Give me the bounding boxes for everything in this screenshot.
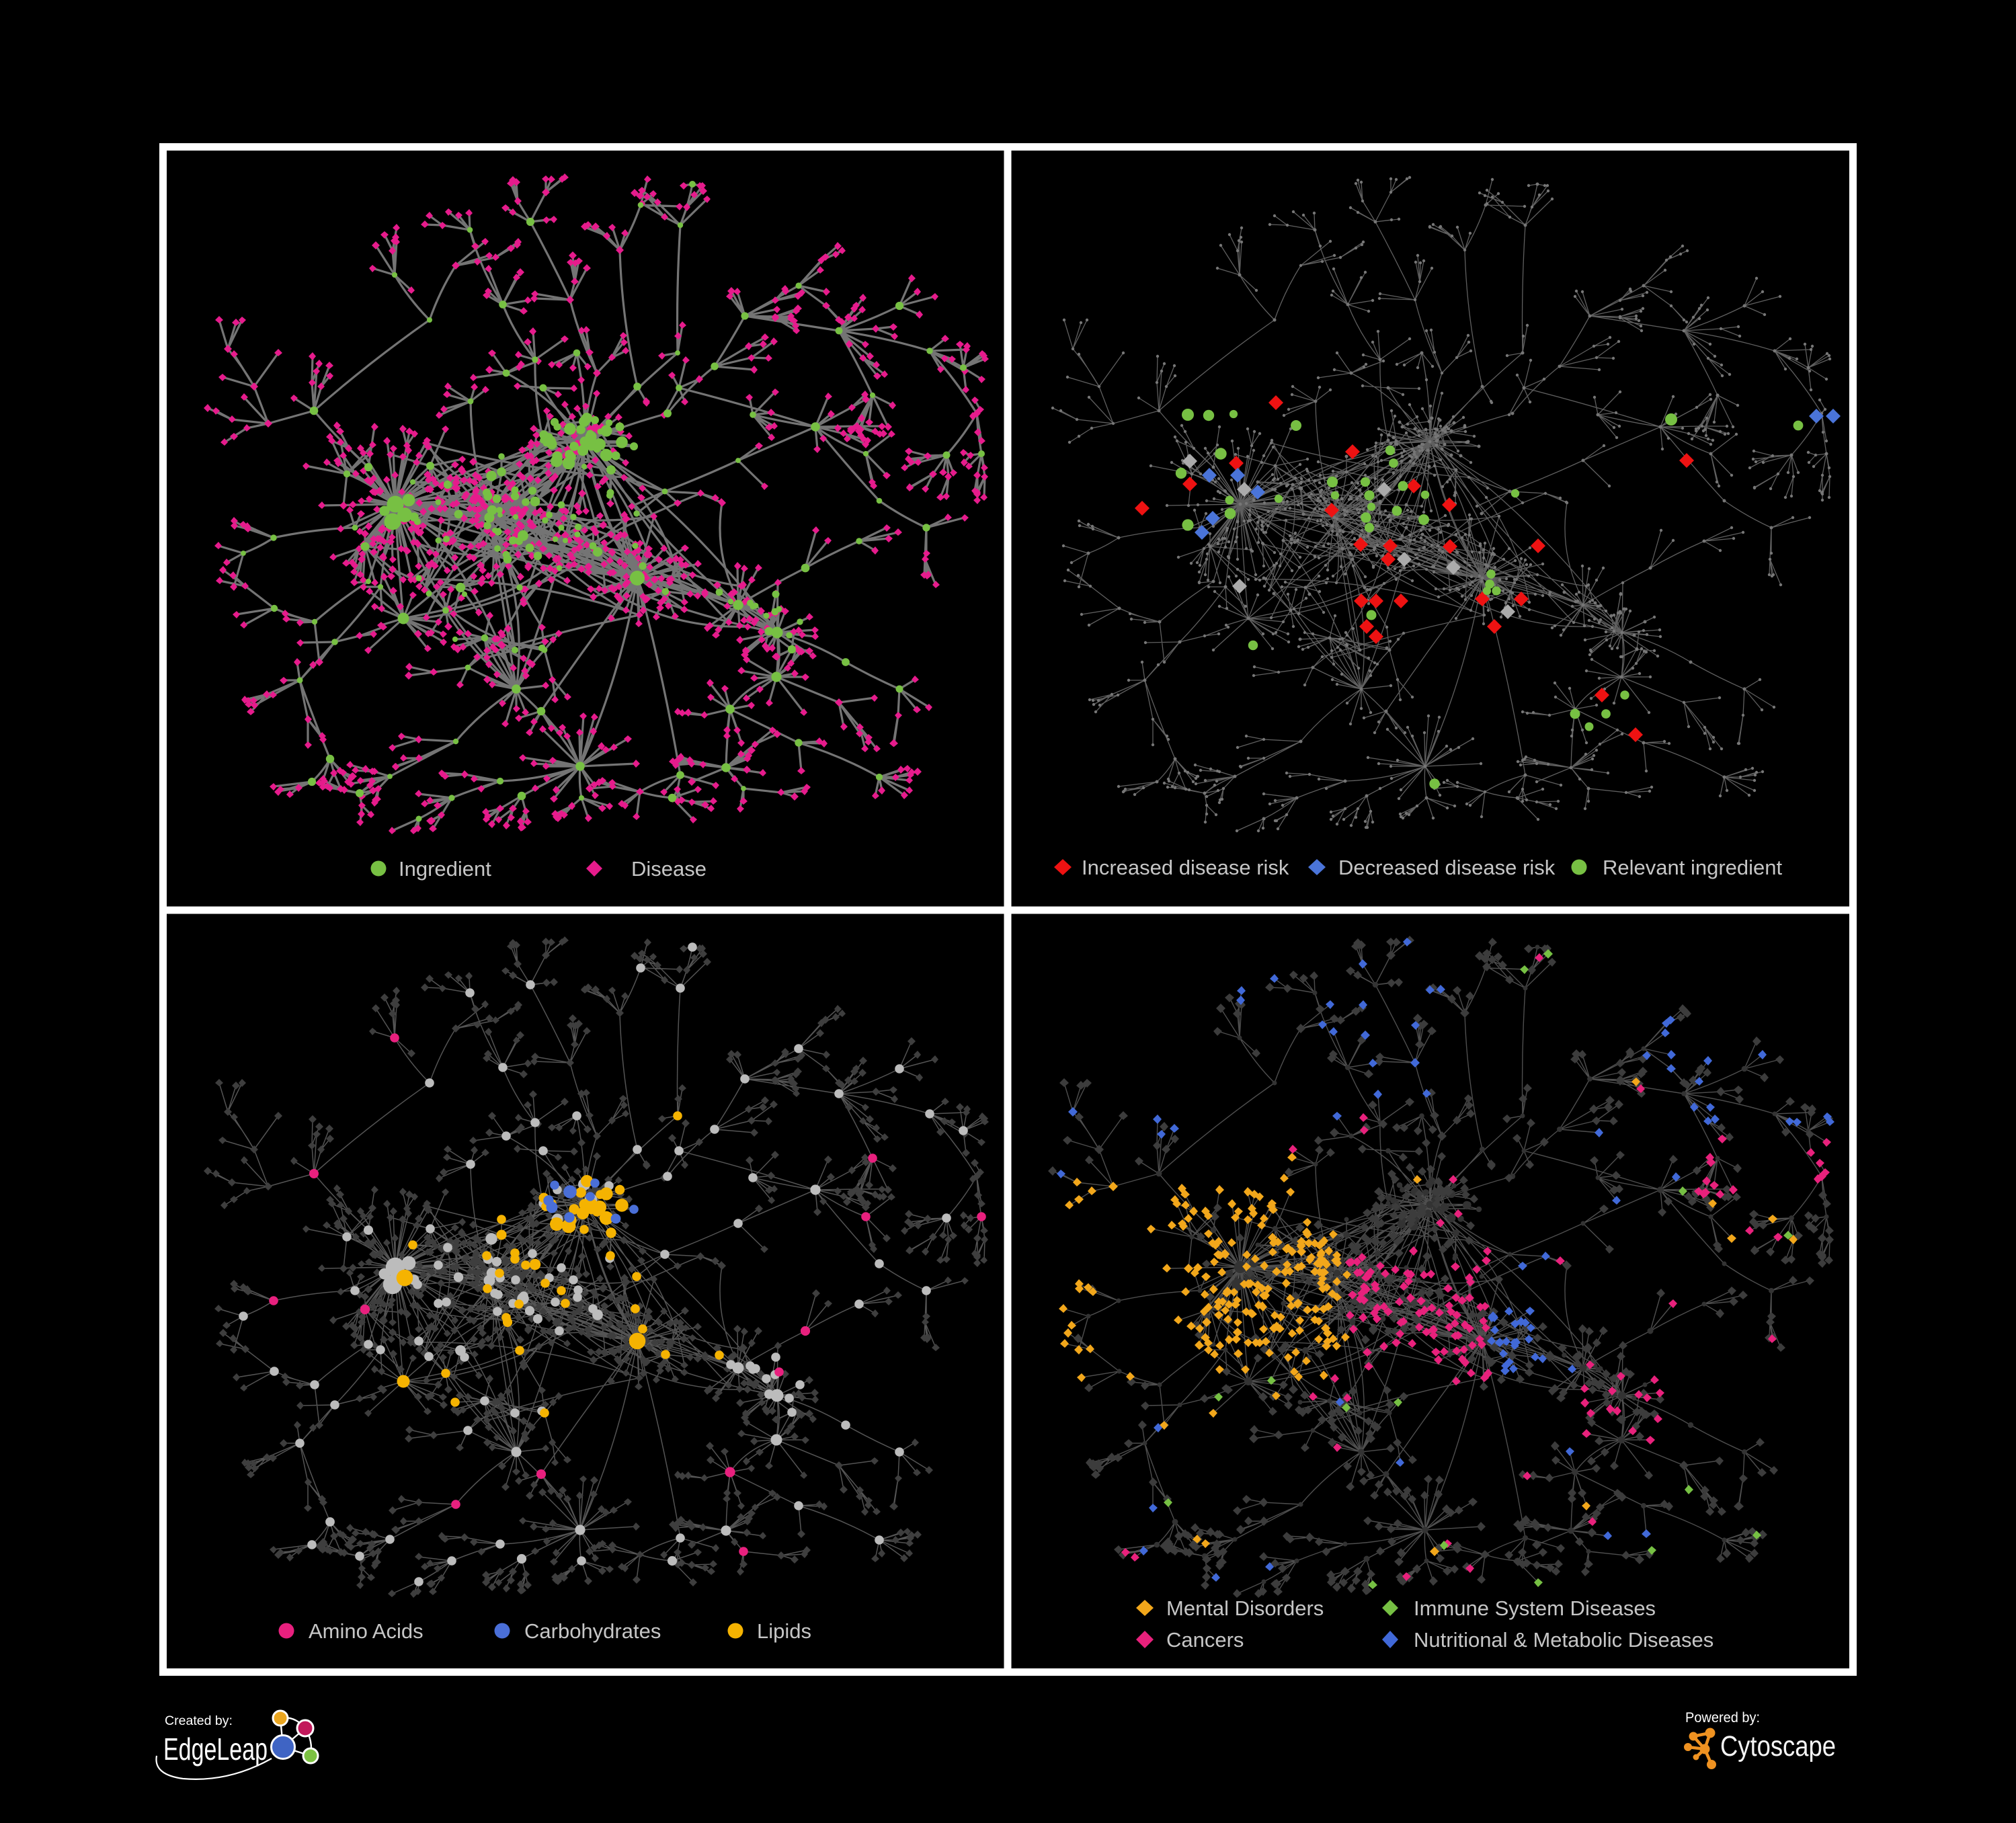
svg-text:Disease: Disease xyxy=(631,857,707,881)
svg-text:Relevant ingredient: Relevant ingredient xyxy=(1603,856,1783,879)
svg-text:Decreased disease risk: Decreased disease risk xyxy=(1338,856,1556,879)
svg-text:Increased disease risk: Increased disease risk xyxy=(1082,856,1289,879)
svg-text:Nutritional & Metabolic Diseas: Nutritional & Metabolic Diseases xyxy=(1414,1628,1713,1652)
svg-text:Created by:: Created by: xyxy=(165,1714,233,1728)
svg-text:Amino Acids: Amino Acids xyxy=(309,1619,424,1643)
svg-text:Powered by:: Powered by: xyxy=(1685,1710,1760,1726)
svg-text:Cytoscape: Cytoscape xyxy=(1720,1730,1836,1763)
svg-text:Carbohydrates: Carbohydrates xyxy=(524,1619,661,1643)
svg-text:Cancers: Cancers xyxy=(1166,1628,1244,1652)
svg-text:Mental Disorders: Mental Disorders xyxy=(1166,1596,1324,1620)
svg-text:Lipids: Lipids xyxy=(757,1619,811,1643)
svg-text:Immune System Diseases: Immune System Diseases xyxy=(1414,1596,1656,1620)
svg-text:Ingredient: Ingredient xyxy=(399,857,491,881)
svg-text:EdgeLeap: EdgeLeap xyxy=(163,1732,268,1767)
